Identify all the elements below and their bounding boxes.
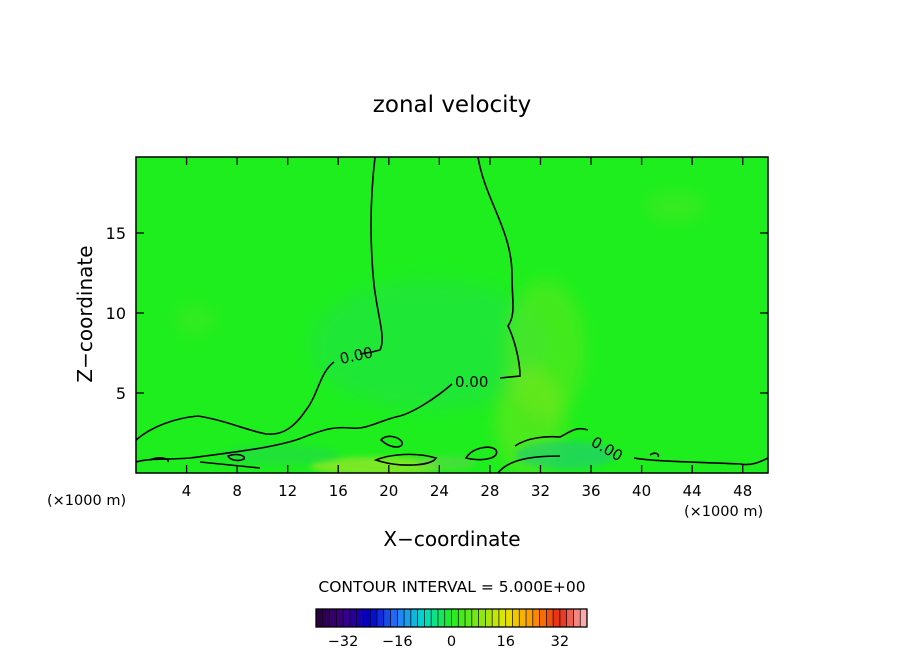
contour-lines	[136, 157, 768, 473]
y-tick-label: 15	[106, 224, 126, 243]
contour-island	[226, 453, 246, 462]
colorbar-swatch	[566, 609, 574, 627]
zero-contour-upper-left	[359, 157, 383, 355]
field-shade	[310, 457, 440, 473]
colorbar-swatch	[532, 609, 541, 627]
field-shade	[415, 456, 475, 470]
contour-island	[373, 453, 438, 466]
colorbar-swatch	[383, 609, 392, 627]
plot-frame	[135, 156, 769, 474]
field-shade	[175, 305, 215, 335]
colorbar-frame	[315, 608, 588, 628]
y-tick-label: 5	[116, 384, 126, 403]
x-tick-label: 4	[182, 482, 192, 500]
colorbar-swatch	[539, 609, 547, 627]
colorbar-swatch	[465, 609, 473, 627]
colorbar-swatch	[370, 609, 378, 627]
colorbar-swatch	[336, 609, 344, 627]
field-shade	[310, 280, 550, 410]
colorbar-swatch	[356, 609, 364, 627]
plot-area: 0.00 0.00 0.00	[136, 157, 768, 473]
colorbar-tick-label: −32	[328, 634, 359, 650]
colorbar-swatch	[471, 609, 480, 627]
x-tick-label: 28	[480, 482, 499, 500]
colorbar-swatch	[363, 609, 371, 627]
contour-island	[464, 446, 498, 461]
colorbar-swatch	[349, 609, 358, 627]
zero-contour-lower	[514, 427, 589, 447]
colorbar-tick-label: −16	[382, 634, 413, 650]
field-shade	[645, 192, 705, 222]
zero-contour-upper-right	[136, 383, 453, 463]
y-axis: 5 10 15	[106, 224, 768, 403]
colorbar-swatch	[451, 609, 459, 627]
x-tick-label: 20	[379, 482, 398, 500]
colorbar-swatch	[478, 609, 486, 627]
colorbar-swatch	[580, 609, 588, 627]
colorbar-swatch	[376, 609, 385, 627]
x-axis-label: X−coordinate	[383, 527, 520, 551]
colorbar-swatch	[546, 609, 554, 627]
x-tick-label: 8	[232, 482, 242, 500]
field-shade	[515, 441, 615, 469]
x-tick-label: 12	[278, 482, 297, 500]
contour-label: 0.00	[455, 373, 488, 391]
contour-island	[149, 457, 169, 463]
colorbar-swatch	[573, 609, 581, 627]
zero-contour-lower	[633, 457, 768, 466]
colorbar-swatch	[431, 609, 439, 627]
colorbar-tick-labels: −32 −16 0 16 32	[328, 634, 569, 650]
colorbar-swatch	[492, 609, 500, 627]
x-tick-label: 32	[531, 482, 550, 500]
colorbar-swatch	[498, 609, 507, 627]
colorbar-swatch	[343, 609, 351, 627]
colorbar-swatch	[404, 609, 412, 627]
chart-title: zonal velocity	[373, 92, 531, 118]
colorbar-swatch	[397, 609, 405, 627]
colorbar-swatch	[410, 609, 419, 627]
x-tick-label: 40	[632, 482, 651, 500]
colorbar-swatch	[329, 609, 337, 627]
contour-interval-label: CONTOUR INTERVAL = 5.000E+00	[318, 578, 585, 596]
x-axis: 4 8 12 16 20 24 28 32 36 40 44 48	[182, 157, 752, 500]
colorbar	[315, 608, 588, 628]
colorbar-swatch	[519, 609, 527, 627]
y-axis-label: Z−coordinate	[73, 245, 97, 382]
contour-island	[199, 461, 261, 469]
y-tick-label: 10	[106, 304, 126, 323]
colorbar-swatch	[526, 609, 534, 627]
contour-island	[649, 452, 660, 458]
colorbar-swatch	[316, 609, 324, 627]
x-axis-units-right: (×1000 m)	[684, 504, 763, 520]
colorbar-tick-label: 32	[551, 634, 569, 650]
colorbar-swatch	[424, 609, 432, 627]
x-tick-label: 16	[329, 482, 348, 500]
colorbar-swatch	[417, 609, 425, 627]
x-tick-label: 36	[581, 482, 600, 500]
colorbar-swatch	[437, 609, 446, 627]
zero-contour-upper-right	[477, 157, 521, 379]
colorbar-swatch	[485, 609, 493, 627]
x-axis-units-left: (×1000 m)	[47, 493, 126, 509]
colorbar-swatch	[553, 609, 561, 627]
x-tick-label: 24	[430, 482, 449, 500]
colorbar-swatch	[444, 609, 452, 627]
colorbar-swatch	[458, 609, 466, 627]
zero-contour-lower	[497, 455, 561, 473]
colorbar-swatch	[512, 609, 520, 627]
contour-island	[379, 435, 403, 448]
colorbar-swatch	[390, 609, 398, 627]
x-tick-label: 44	[683, 482, 702, 500]
colorbar-swatch	[505, 609, 513, 627]
zero-contour-upper-left	[136, 361, 335, 441]
colorbar-swatch	[559, 609, 568, 627]
colorbar-tick-label: 0	[447, 634, 456, 650]
colorbar-tick-label: 16	[496, 634, 514, 650]
colorbar-swatch	[322, 609, 331, 627]
x-tick-label: 48	[733, 482, 752, 500]
